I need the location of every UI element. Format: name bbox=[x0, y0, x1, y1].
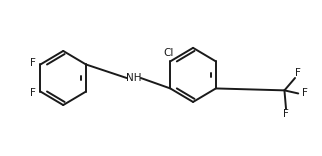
Text: F: F bbox=[302, 88, 308, 98]
Text: F: F bbox=[283, 109, 289, 119]
Text: F: F bbox=[295, 68, 301, 78]
Text: F: F bbox=[31, 58, 36, 68]
Text: F: F bbox=[31, 88, 36, 98]
Text: NH: NH bbox=[126, 73, 141, 83]
Text: Cl: Cl bbox=[164, 48, 174, 58]
